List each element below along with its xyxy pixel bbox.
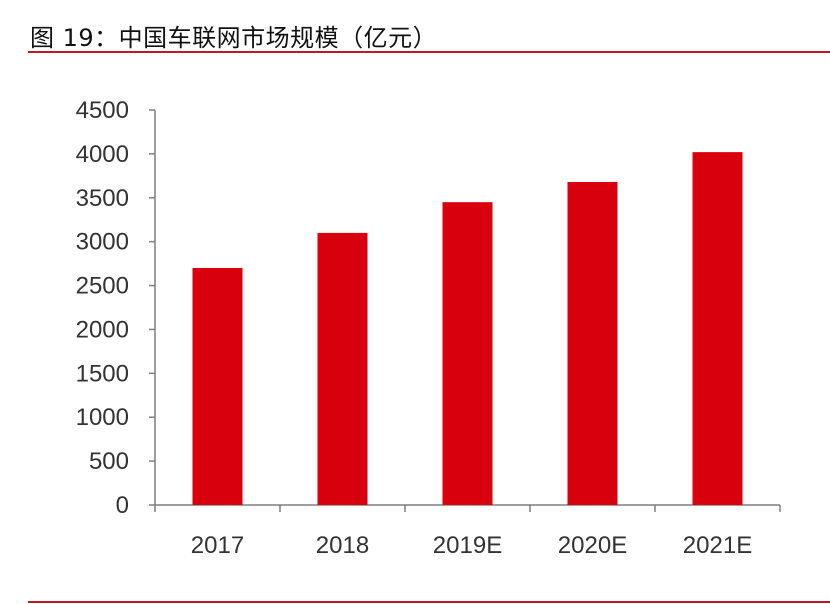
- y-axis: 0 500 1000 1500 2000 2500 3000 3500 4000 4500: [76, 97, 156, 519]
- bar-series: [192, 152, 743, 505]
- y-tick-label: 4000: [76, 141, 129, 168]
- x-tick-label: 2018: [316, 532, 369, 559]
- bottom-rule: [28, 601, 830, 603]
- y-tick-label: 1000: [76, 404, 129, 431]
- y-tick-label: 4500: [76, 97, 129, 124]
- bar-2021E: [692, 152, 743, 505]
- y-tick-label: 500: [89, 448, 129, 475]
- bar-2019E: [442, 202, 493, 505]
- x-tick-label: 2017: [191, 532, 244, 559]
- y-tick-label: 0: [116, 492, 129, 519]
- y-tick-label: 3500: [76, 185, 129, 212]
- y-tick-label: 2500: [76, 273, 129, 300]
- top-rule: [28, 51, 830, 53]
- bar-2020E: [567, 181, 618, 505]
- y-tick-label: 2000: [76, 316, 129, 343]
- chart-title: 图 19：中国车联网市场规模（亿元）: [30, 24, 438, 52]
- bar-2017: [192, 268, 243, 505]
- y-tick-label: 3000: [76, 229, 129, 256]
- x-tick-label: 2020E: [558, 532, 627, 559]
- x-tick-label: 2019E: [433, 532, 502, 559]
- y-tick-label: 1500: [76, 360, 129, 387]
- x-tick-label: 2021E: [683, 532, 752, 559]
- bar-2018: [317, 232, 368, 505]
- x-axis: 2017 2018 2019E 2020E 2021E: [154, 504, 781, 559]
